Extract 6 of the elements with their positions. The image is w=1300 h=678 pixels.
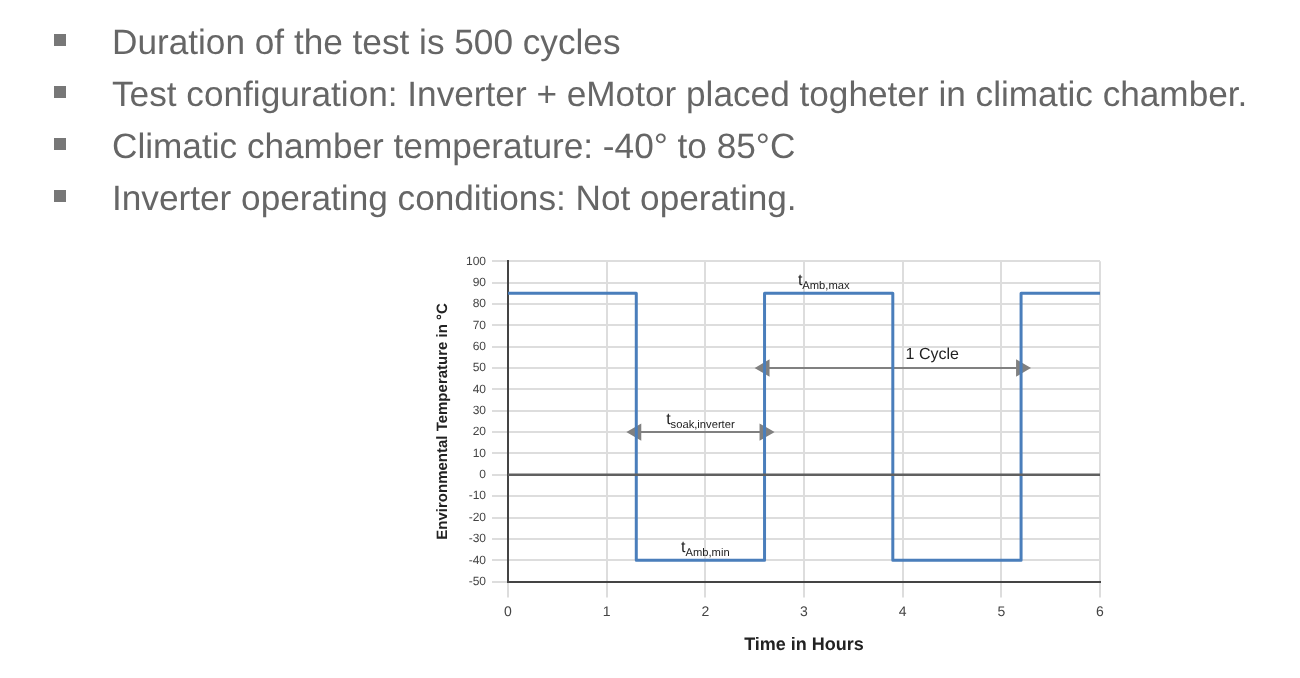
text: Inverter operating conditions: Not operating.	[112, 178, 797, 218]
x-axis-title: Time in Hours	[744, 634, 864, 655]
annotation: 1 Cycle	[905, 345, 961, 364]
text: Duration of the test is 500 cycles	[112, 22, 621, 62]
text: Test configuration: Inverter + eMotor placed togheter in climatic chamber.	[112, 74, 1248, 114]
text: Climatic chamber temperature: -40° to 85°C	[112, 126, 796, 166]
